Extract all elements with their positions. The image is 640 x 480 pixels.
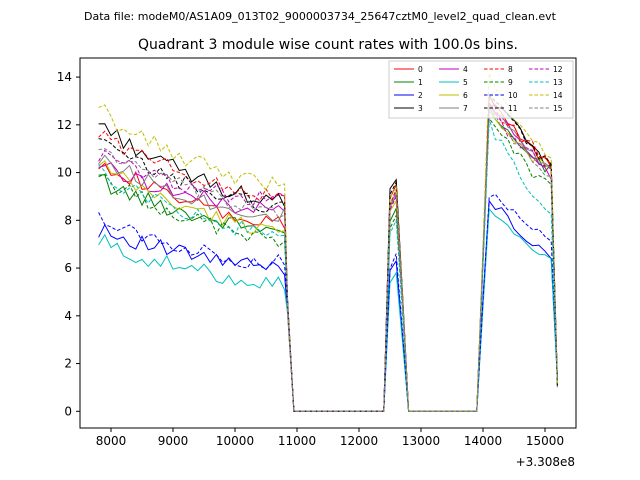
y-tick-label: 14 — [57, 70, 72, 84]
chart-suptitle: Data file: modeM0/AS1A09_013T02_90000037… — [84, 10, 557, 23]
series-line-10 — [98, 193, 558, 412]
y-tick-label: 2 — [64, 357, 72, 371]
x-tick-label: 15000 — [526, 434, 564, 448]
x-tick-label: 13000 — [402, 434, 440, 448]
series-line-5 — [98, 207, 558, 412]
legend-label-3: 3 — [418, 104, 423, 113]
y-tick-label: 0 — [64, 404, 72, 418]
plot-frame — [79, 57, 577, 429]
series-line-12 — [98, 102, 558, 412]
legend-label-2: 2 — [418, 91, 423, 100]
series-line-2 — [98, 199, 558, 412]
legend-label-13: 13 — [553, 78, 563, 87]
y-tick-label: 8 — [64, 213, 72, 227]
x-tick-label: 12000 — [340, 434, 378, 448]
legend-label-5: 5 — [463, 78, 468, 87]
legend-label-15: 15 — [553, 104, 563, 113]
series-line-7 — [98, 102, 558, 412]
legend-frame — [388, 60, 574, 119]
x-tick-label: 8000 — [96, 434, 127, 448]
x-tick-label: 9000 — [158, 434, 189, 448]
legend-label-10: 10 — [508, 91, 518, 100]
legend-label-9: 9 — [508, 78, 513, 87]
legend-label-12: 12 — [553, 65, 563, 74]
y-tick-label: 6 — [64, 261, 72, 275]
series-line-9 — [98, 117, 558, 412]
legend-label-7: 7 — [463, 104, 468, 113]
legend-label-0: 0 — [418, 65, 423, 74]
y-tick-label: 4 — [64, 309, 72, 323]
y-tick-label: 10 — [57, 166, 72, 180]
legend-label-4: 4 — [463, 65, 468, 74]
legend-label-8: 8 — [508, 65, 513, 74]
chart-title: Quadrant 3 module wise count rates with … — [138, 37, 518, 53]
y-tick-label: 12 — [57, 118, 72, 132]
legend-label-6: 6 — [463, 91, 468, 100]
x-offset-label: +3.308e8 — [516, 455, 575, 469]
series-line-14 — [98, 73, 558, 412]
x-tick-label: 10000 — [216, 434, 254, 448]
legend-label-14: 14 — [553, 91, 563, 100]
y-axis: 0 2 4 6 8 10 12 14 — [57, 70, 80, 418]
x-axis: 8000 9000 10000 11000 12000 13000 14000 15000 — [96, 428, 564, 448]
x-tick-label: 14000 — [464, 434, 502, 448]
legend-label-11: 11 — [508, 104, 518, 113]
legend-label-1: 1 — [418, 78, 423, 87]
x-tick-label: 11000 — [278, 434, 316, 448]
series-line-15 — [98, 110, 558, 412]
series-line-6 — [98, 110, 558, 412]
